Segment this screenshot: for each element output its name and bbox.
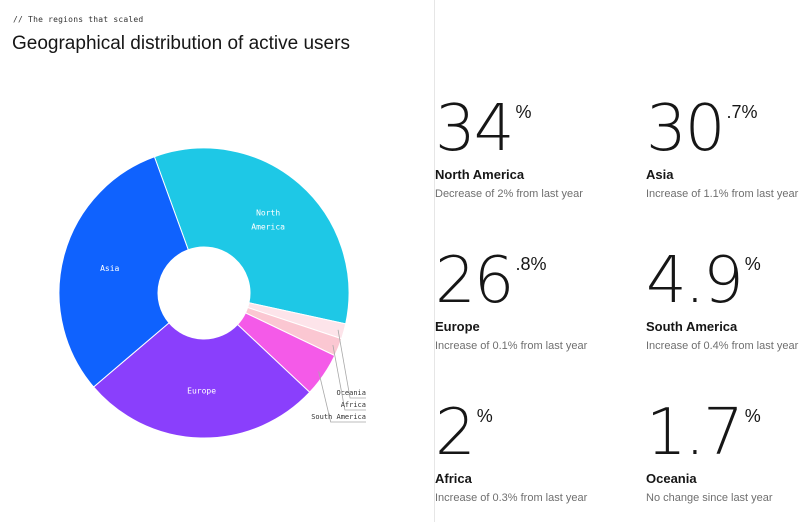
slice-north-america xyxy=(153,147,350,325)
callout-line-south-america xyxy=(318,371,366,423)
donut-chart: North America Europe Asia Oceania Africa South… xyxy=(58,147,366,439)
column-divider xyxy=(434,0,435,522)
section-eyebrow: // The regions that scaled xyxy=(13,15,144,24)
stat-note: No change since last year xyxy=(646,492,773,504)
slice-asia xyxy=(58,156,189,388)
stat-value: 30 xyxy=(646,92,725,166)
stat-value-suffix: % xyxy=(476,406,493,426)
stat-value: 4.9 xyxy=(646,244,744,318)
slice-label-north-america: North America xyxy=(251,208,285,231)
stat-value-suffix: % xyxy=(744,254,761,274)
slice-label-asia: Asia xyxy=(100,264,119,273)
stat-region: Asia xyxy=(646,167,674,182)
callout-label-africa: Africa xyxy=(341,401,366,409)
stat-region: South America xyxy=(646,319,738,334)
stat-south-america: 4.9% South America Increase of 0.4% from… xyxy=(646,248,800,352)
slice-europe xyxy=(92,322,311,439)
stat-note: Increase of 0.1% from last year xyxy=(435,340,588,352)
callout-label-south-america: South America xyxy=(311,413,366,421)
stat-region: Europe xyxy=(435,319,480,334)
stat-value-suffix: .7% xyxy=(726,102,758,122)
stat-note: Increase of 0.4% from last year xyxy=(646,340,799,352)
stat-note: Decrease of 2% from last year xyxy=(435,188,583,200)
stat-value: 1.7 xyxy=(646,396,744,470)
stat-value: 2 xyxy=(435,396,476,470)
stat-region: Oceania xyxy=(646,471,697,486)
stat-north-america: 34% North America Decrease of 2% from la… xyxy=(435,96,600,200)
stat-region: North America xyxy=(435,167,525,182)
stat-europe: 26.8% Europe Increase of 0.1% from last … xyxy=(435,248,600,352)
stat-value: 34 xyxy=(435,92,514,166)
stat-note: Increase of 1.1% from last year xyxy=(646,188,799,200)
stat-value-suffix: .8% xyxy=(515,254,547,274)
stat-region: Africa xyxy=(435,471,472,486)
stat-asia: 30.7% Asia Increase of 1.1% from last ye… xyxy=(646,96,800,200)
slice-label-europe: Europe xyxy=(187,386,216,395)
stat-africa: 2% Africa Increase of 0.3% from last yea… xyxy=(435,400,600,504)
callout-line-oceania xyxy=(337,329,366,399)
callout-line-africa xyxy=(332,344,366,411)
stat-value-suffix: % xyxy=(515,102,532,122)
callout-label-oceania: Oceania xyxy=(336,389,366,397)
stat-value-suffix: % xyxy=(744,406,761,426)
stat-value: 26 xyxy=(435,244,514,318)
page-title: Geographical distribution of active user… xyxy=(12,33,350,54)
stat-oceania: 1.7% Oceania No change since last year xyxy=(646,400,800,504)
stat-note: Increase of 0.3% from last year xyxy=(435,492,588,504)
